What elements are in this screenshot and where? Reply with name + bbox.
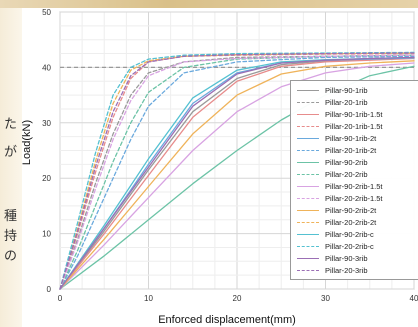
legend-swatch [297, 246, 319, 247]
legend-label: Pillar-90-1rib-1.5t [325, 110, 383, 119]
series-line-Pillar-20-2rib-1.5t [59, 54, 415, 290]
legend-item: Pillar-90-2rib-1.5t [291, 181, 418, 193]
page-background-top [0, 0, 418, 8]
legend-swatch [297, 270, 319, 271]
left-fragment-char: た [4, 117, 18, 132]
legend-item: Pillar-90-3rib [291, 253, 418, 265]
legend-item: Pillar-20-3rib [291, 265, 418, 277]
legend-swatch [297, 234, 319, 235]
x-tick-label: 10 [144, 294, 153, 303]
x-tick-label: 20 [233, 294, 242, 303]
legend-swatch [297, 186, 319, 187]
legend-swatch [297, 114, 319, 115]
legend-swatch [297, 210, 319, 211]
y-tick-label: 50 [42, 8, 51, 17]
y-tick-label: 40 [42, 63, 51, 72]
legend-swatch [297, 198, 319, 199]
legend-item: Pillar-20-1rib [291, 97, 418, 109]
legend-item: Pillar-20-2rib [291, 169, 418, 181]
legend-label: Pillar-20-1rib-1.5t [325, 122, 383, 131]
legend: Pillar-90-1rib Pillar-20-1rib Pillar-90-1r… [290, 80, 418, 280]
left-fragment-char: の [4, 249, 18, 264]
series-line-Pillar-20-3rib [59, 52, 415, 290]
legend-swatch [297, 174, 319, 175]
legend-label: Pillar-20-3rib [325, 266, 368, 275]
series-line-Pillar-90-2rib-1.5t [59, 62, 415, 290]
legend-label: Pillar-90-2rib-c [325, 230, 374, 239]
x-tick-label: 0 [58, 294, 63, 303]
legend-item: Pillar-90-2rib-2t [291, 205, 418, 217]
legend-swatch [297, 102, 319, 103]
legend-label: Pillar-20-2rib-c [325, 242, 374, 251]
legend-label: Pillar-20-2rib [325, 170, 368, 179]
legend-swatch [297, 162, 319, 163]
legend-item: Pillar-90-1rib [291, 85, 418, 97]
y-tick-label: 20 [42, 174, 51, 183]
legend-swatch [297, 258, 319, 259]
series-line-Pillar-20-2rib-c [59, 51, 415, 290]
legend-label: Pillar-90-1rib-2t [325, 134, 377, 143]
legend-label: Pillar-90-1rib [325, 86, 368, 95]
legend-swatch [297, 138, 319, 139]
legend-item: Pillar-20-2rib-1.5t [291, 193, 418, 205]
legend-swatch [297, 222, 319, 223]
legend-item: Pillar-90-2rib [291, 157, 418, 169]
y-tick-label: 0 [47, 285, 52, 294]
left-fragment-char: が [4, 145, 18, 160]
x-axis-title: Enforced displacement(mm) [158, 314, 296, 326]
legend-label: Pillar-90-2rib [325, 158, 368, 167]
legend-label: Pillar-90-2rib-2t [325, 206, 377, 215]
legend-label: Pillar-20-2rib-1.5t [325, 194, 383, 203]
legend-label: Pillar-90-2rib-1.5t [325, 182, 383, 191]
legend-item: Pillar-20-2rib-2t [291, 217, 418, 229]
legend-swatch [297, 150, 319, 151]
legend-item: Pillar-90-1rib-2t [291, 133, 418, 145]
tick-labels: 0 10 20 30 40 0 10 20 30 40 50 [42, 8, 418, 303]
x-tick-label: 40 [410, 294, 418, 303]
left-fragment-char: 持 [4, 229, 18, 244]
left-text-fragment: たが種持の [0, 0, 20, 327]
legend-item: Pillar-20-1rib-2t [291, 145, 418, 157]
legend-swatch [297, 126, 319, 127]
legend-label: Pillar-20-2rib-2t [325, 218, 377, 227]
legend-item: Pillar-20-1rib-1.5t [291, 121, 418, 133]
series-line-Pillar-90-1rib-1.5t [59, 57, 415, 290]
y-axis-title: Load(kN) [21, 120, 33, 165]
series-line-Pillar-90-3rib [59, 56, 415, 290]
y-tick-label: 30 [42, 119, 51, 128]
y-tick-label: 10 [42, 230, 51, 239]
legend-label: Pillar-20-1rib-2t [325, 146, 377, 155]
series-line-Pillar-90-2rib-2t [59, 60, 415, 290]
legend-swatch [297, 90, 319, 91]
page-background-left [0, 0, 22, 327]
legend-label: Pillar-90-3rib [325, 254, 368, 263]
series-line-Pillar-20-1rib-2t [59, 55, 415, 290]
legend-item: Pillar-90-1rib-1.5t [291, 109, 418, 121]
left-fragment-char: 種 [4, 209, 18, 224]
legend-item: Pillar-20-2rib-c [291, 241, 418, 253]
x-tick-label: 30 [321, 294, 330, 303]
legend-item: Pillar-90-2rib-c [291, 229, 418, 241]
legend-label: Pillar-20-1rib [325, 98, 368, 107]
